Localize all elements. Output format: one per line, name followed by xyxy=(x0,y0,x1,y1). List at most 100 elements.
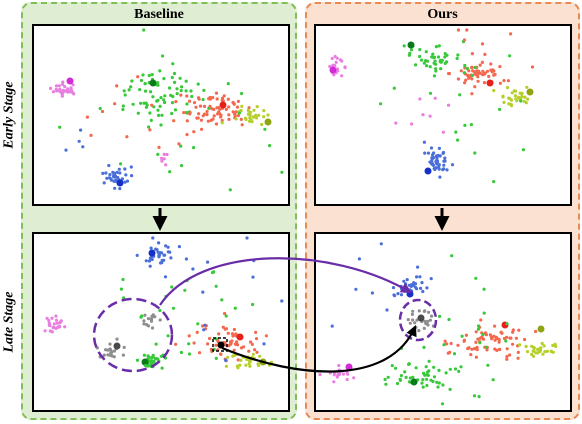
salmon-point xyxy=(195,116,199,120)
salmon-point xyxy=(489,62,493,66)
green-point xyxy=(425,64,429,68)
lime-point xyxy=(501,95,505,99)
gray-point xyxy=(102,353,106,357)
green-point xyxy=(189,89,193,93)
green-point xyxy=(414,63,418,67)
green-point xyxy=(432,74,437,78)
green-point xyxy=(142,353,146,357)
salmon-point xyxy=(232,102,236,106)
pink-point xyxy=(337,372,342,376)
baseline-highlight-ellipse xyxy=(92,297,174,373)
green-point xyxy=(465,66,469,71)
salmon-point xyxy=(194,105,198,109)
pink-point xyxy=(58,324,62,328)
green-point xyxy=(121,277,125,282)
salmon-point xyxy=(467,69,471,73)
blue-point xyxy=(116,175,120,180)
salmon-point xyxy=(174,100,178,104)
gray-point xyxy=(108,342,112,346)
green-point xyxy=(121,107,125,112)
green-point xyxy=(178,76,182,80)
salmon-point xyxy=(492,334,496,338)
green-point xyxy=(170,101,175,105)
gray-point xyxy=(121,353,125,357)
lime-point xyxy=(502,100,506,104)
salmon-point xyxy=(470,52,474,56)
gray-point xyxy=(423,319,427,323)
salmon-point xyxy=(530,65,535,69)
blue-point xyxy=(415,275,419,279)
lime-point xyxy=(247,358,251,363)
salmon-point xyxy=(224,107,228,111)
green-point xyxy=(477,324,481,328)
green-point xyxy=(201,98,205,102)
salmon-point xyxy=(478,63,482,67)
green-point xyxy=(394,366,398,370)
dark-green-centroid xyxy=(410,378,418,386)
blue-point xyxy=(104,171,108,175)
blue-point xyxy=(202,328,206,332)
green-point xyxy=(121,104,125,108)
green-point xyxy=(463,63,467,68)
navy-centroid xyxy=(116,179,124,187)
pink-point xyxy=(352,376,356,380)
salmon-point xyxy=(498,65,502,69)
green-point xyxy=(175,92,179,96)
lime-point xyxy=(524,344,528,349)
blue-point xyxy=(164,244,168,248)
salmon-point xyxy=(150,103,154,107)
blue-point xyxy=(432,167,436,171)
salmon-point xyxy=(100,109,105,114)
blue-point xyxy=(150,257,154,262)
lime-point xyxy=(532,346,536,350)
salmon-point xyxy=(198,351,202,355)
pink-point xyxy=(61,89,65,93)
salmon-point xyxy=(483,331,488,335)
green-point xyxy=(444,371,448,375)
black-connector-arrow xyxy=(221,324,417,373)
green-point xyxy=(173,108,178,112)
lime-point xyxy=(518,343,522,347)
gray-point xyxy=(427,310,431,314)
green-point xyxy=(504,339,508,343)
salmon-point xyxy=(231,110,235,114)
green-point xyxy=(166,334,170,338)
salmon-point xyxy=(185,133,189,137)
green-point xyxy=(395,381,400,386)
green-point xyxy=(402,44,406,48)
gray-point xyxy=(108,348,112,352)
salmon-point xyxy=(227,105,231,109)
blue-point xyxy=(379,242,383,246)
blue-point xyxy=(113,186,117,190)
green-point xyxy=(122,89,126,93)
green-point xyxy=(167,86,172,90)
green-point xyxy=(454,130,458,134)
salmon-point xyxy=(506,79,510,83)
green-point xyxy=(168,170,172,174)
green-point xyxy=(455,56,459,61)
blue-point xyxy=(177,245,181,249)
blue-point xyxy=(262,342,266,346)
green-point xyxy=(156,83,160,87)
red-centroid xyxy=(486,79,494,87)
salmon-point xyxy=(264,334,268,338)
salmon-point xyxy=(253,348,257,352)
green-point xyxy=(409,48,414,52)
blue-point xyxy=(443,156,447,160)
lime-point xyxy=(515,99,519,103)
blue-point xyxy=(163,253,167,257)
salmon-point xyxy=(505,357,509,361)
green-point xyxy=(427,359,431,363)
gray-point xyxy=(143,313,147,317)
salmon-point xyxy=(492,73,496,77)
salmon-point xyxy=(483,52,487,57)
salmon-point xyxy=(196,96,201,100)
green-point xyxy=(135,358,140,362)
green-point xyxy=(187,352,192,356)
green-point xyxy=(148,359,152,363)
pink-point xyxy=(433,96,437,100)
salmon-point xyxy=(505,347,509,351)
salmon-point xyxy=(195,330,199,334)
lime-point xyxy=(252,115,256,119)
